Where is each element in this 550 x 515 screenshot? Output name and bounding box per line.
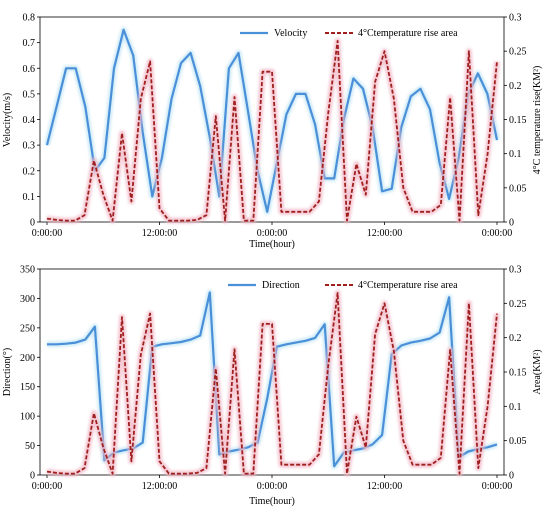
x-tick-label: 12:00:00	[142, 481, 178, 492]
right-tick-label: 0	[509, 471, 514, 482]
velocity-chart: 0 0.1 0.2 0.3 0.4 0.5 0.6 0.7 0.8 0 0.05 0.1 0.15 0.…	[2, 13, 543, 251]
right-tick-label: 0.05	[509, 436, 527, 447]
direction-chart: 0 50 100 150 200 250 300 350 0 0.05 0.1 0.15 0.2 0.2…	[2, 265, 543, 508]
direction-chart-right-axis-label: Area(KM²)	[532, 349, 543, 394]
x-tick-label: 0:00:00	[257, 481, 288, 492]
legend-label-velocity: Velocity	[274, 28, 307, 39]
right-tick-label: 0.2	[509, 81, 522, 92]
left-tick-label: 0.8	[23, 13, 36, 24]
left-tick-label: 200	[20, 353, 35, 364]
velocity-chart-right-axis-label: 4°C temperature rise(KM²)	[532, 66, 543, 175]
velocity-chart-x-ticks: 0:00:00 12:00:00 0:00:00 12:00:00 0:00:00	[32, 222, 513, 239]
direction-chart-legend: Direction 4°Ctemperature rise area	[228, 280, 458, 291]
velocity-chart-series	[44, 26, 500, 224]
left-tick-label: 0.3	[23, 141, 36, 152]
right-tick-label: 0.05	[509, 183, 527, 194]
temperature-area-line	[46, 40, 498, 222]
legend-label-temp-area: 4°Ctemperature rise area	[358, 28, 458, 39]
velocity-chart-left-ticks: 0 0.1 0.2 0.3 0.4 0.5 0.6 0.7 0.8	[23, 13, 40, 229]
velocity-chart-left-axis-label: Velocity(m/s)	[2, 93, 13, 147]
left-tick-label: 0.4	[23, 115, 36, 126]
direction-chart-left-ticks: 0 50 100 150 200 250 300 350	[20, 265, 40, 482]
left-tick-label: 0	[30, 471, 35, 482]
left-tick-label: 0.7	[23, 38, 36, 49]
right-tick-label: 0.3	[509, 13, 522, 24]
x-tick-label: 0:00:00	[32, 481, 63, 492]
right-tick-label: 0.1	[509, 402, 522, 413]
left-tick-label: 0.1	[23, 192, 36, 203]
right-tick-label: 0.1	[509, 149, 522, 160]
left-tick-label: 100	[20, 412, 35, 423]
right-tick-label: 0.3	[509, 265, 522, 276]
left-tick-label: 0.2	[23, 166, 36, 177]
right-tick-label: 0.25	[509, 299, 527, 310]
x-tick-label: 0:00:00	[257, 228, 288, 239]
x-tick-label: 12:00:00	[142, 228, 178, 239]
left-tick-label: 0.5	[23, 89, 36, 100]
left-tick-label: 350	[20, 265, 35, 276]
left-tick-label: 300	[20, 294, 35, 305]
legend-label-temp-area-2: 4°Ctemperature rise area	[358, 280, 458, 291]
right-tick-label: 0	[509, 218, 514, 229]
left-tick-label: 0.6	[23, 64, 36, 75]
direction-chart-series	[46, 289, 500, 477]
x-tick-label: 12:00:00	[367, 481, 403, 492]
velocity-chart-right-ticks: 0 0.05 0.1 0.15 0.2 0.25 0.3	[504, 13, 527, 229]
left-tick-label: 150	[20, 382, 35, 393]
direction-chart-left-axis-label: Direction(°)	[2, 348, 13, 396]
x-tick-label: 12:00:00	[367, 228, 403, 239]
direction-chart-x-axis-label: Time(hour)	[249, 496, 295, 507]
direction-chart-right-ticks: 0 0.05 0.1 0.15 0.2 0.25 0.3	[504, 265, 527, 482]
velocity-line	[45, 28, 499, 213]
x-tick-label: 0:00:00	[482, 481, 513, 492]
left-tick-label: 0	[30, 218, 35, 229]
temperature-area-line	[46, 292, 498, 475]
right-tick-label: 0.25	[509, 47, 527, 58]
x-tick-label: 0:00:00	[482, 228, 513, 239]
left-tick-label: 50	[25, 441, 35, 452]
x-tick-label: 0:00:00	[32, 228, 63, 239]
legend-label-direction: Direction	[262, 280, 300, 291]
direction-line	[47, 291, 498, 468]
velocity-chart-legend: Velocity 4°Ctemperature rise area	[240, 28, 458, 39]
velocity-chart-x-axis-label: Time(hour)	[249, 239, 295, 250]
direction-chart-x-ticks: 0:00:00 12:00:00 0:00:00 12:00:00 0:00:00	[32, 475, 513, 492]
right-tick-label: 0.15	[509, 368, 527, 379]
right-tick-label: 0.15	[509, 115, 527, 126]
left-tick-label: 250	[20, 323, 35, 334]
right-tick-label: 0.2	[509, 333, 522, 344]
